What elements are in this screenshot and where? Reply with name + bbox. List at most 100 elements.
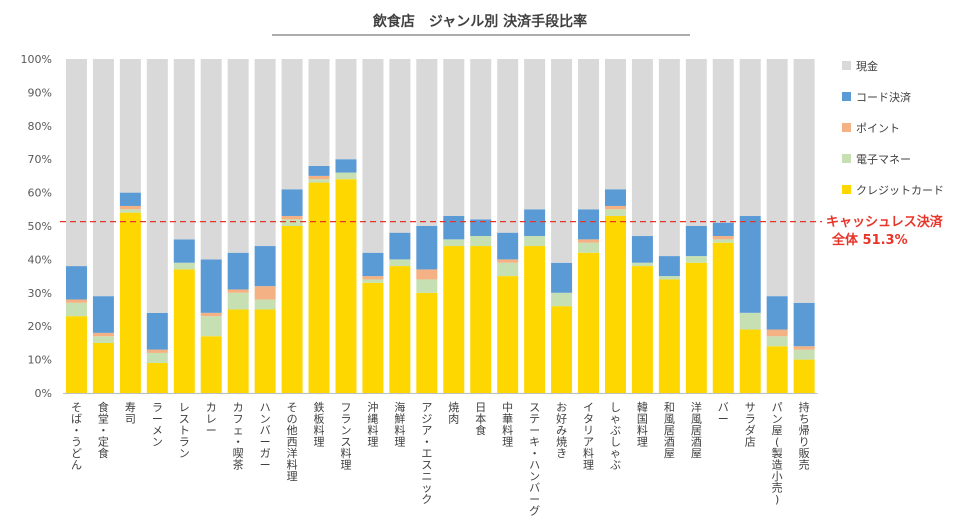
bar-segment: [362, 282, 384, 393]
bar-segment: [766, 346, 788, 393]
bar-segment: [578, 252, 600, 393]
x-tick-label: ステーキ・ハンバーグ: [529, 401, 540, 517]
bar-segment: [227, 252, 249, 290]
bar-segment: [578, 242, 600, 253]
bar-segment: [551, 59, 573, 263]
bar-segment: [65, 59, 87, 267]
x-tick-label: イタリア料理: [583, 401, 594, 472]
bar-segment: [658, 279, 680, 393]
bar-segment: [308, 179, 330, 183]
bar-segment: [578, 239, 600, 243]
x-tick-label: カレー: [206, 401, 217, 437]
x-tick-label: 持ち帰り販売: [799, 400, 810, 472]
bar-segment: [146, 349, 168, 353]
bar-segment: [766, 296, 788, 330]
x-tick-label: ラーメン: [152, 401, 163, 449]
bar-segment: [443, 59, 465, 216]
bar-segment: [362, 276, 384, 280]
bar-segment: [416, 279, 438, 293]
x-tick-label: バー: [718, 401, 729, 426]
bar-segment: [254, 286, 276, 300]
bar-segment: [173, 269, 195, 393]
bar-segment: [173, 262, 195, 270]
x-tick-label: 焼肉: [448, 401, 459, 426]
bar-segment: [470, 236, 492, 247]
bar-segment: [119, 205, 141, 210]
bar-segment: [308, 182, 330, 393]
bar-segment: [227, 292, 249, 310]
x-tick-label: 和風居酒屋: [664, 401, 675, 460]
bar-segment: [524, 246, 546, 393]
bar-segment: [281, 189, 303, 216]
bar-segment: [92, 342, 114, 393]
bar-segment: [308, 165, 330, 176]
y-tick-label: 10%: [28, 354, 52, 367]
bar-segment: [416, 292, 438, 393]
bar-segment: [281, 219, 303, 226]
bar-segment: [200, 259, 222, 313]
x-tick-label: カフェ・喫茶: [233, 401, 244, 472]
bar-segment: [604, 215, 626, 393]
bar-segment: [146, 352, 168, 363]
bar-segment: [281, 59, 303, 190]
bars-group: [65, 59, 815, 393]
bar-segment: [200, 59, 222, 260]
bar-segment: [497, 262, 519, 277]
x-tick-label: 食堂・定食: [98, 400, 109, 460]
bar-segment: [685, 59, 707, 226]
bar-segment: [92, 332, 114, 337]
bar-segment: [739, 329, 761, 393]
x-tick-label: その他西洋料理: [287, 401, 298, 483]
bar-segment: [524, 59, 546, 210]
x-tick-label: アジア・エスニック: [421, 401, 432, 506]
bar-segment: [658, 256, 680, 277]
bar-segment: [470, 59, 492, 220]
legend-label: コード決済: [856, 90, 911, 104]
x-tick-label: 沖縄料理: [367, 401, 378, 449]
bar-segment: [551, 292, 573, 307]
bar-segment: [281, 226, 303, 393]
bar-segment: [254, 59, 276, 247]
bar-segment: [551, 306, 573, 393]
y-tick-label: 100%: [21, 53, 52, 66]
x-tick-label: レストラン: [179, 401, 190, 460]
x-tick-label: そば・うどん: [71, 401, 82, 472]
legend-label: ポイント: [856, 122, 900, 135]
bar-segment: [65, 266, 87, 300]
bar-segment: [712, 236, 734, 240]
legend-swatch: [842, 92, 851, 101]
legend-label: 電子マネー: [856, 153, 911, 166]
legend-label: 現金: [856, 59, 878, 73]
x-tick-label: 寿司: [125, 400, 136, 426]
bar-segment: [335, 179, 357, 393]
bar-segment: [416, 269, 438, 280]
bar-segment: [200, 312, 222, 317]
x-tick-label: 海鮮料理: [394, 400, 405, 449]
bar-segment: [766, 329, 788, 337]
bar-segment: [793, 359, 815, 393]
bar-segment: [254, 309, 276, 393]
bar-segment: [227, 289, 249, 293]
legend-label: クレジットカード: [856, 184, 944, 197]
bar-segment: [146, 59, 168, 313]
bar-segment: [254, 299, 276, 310]
bar-segment: [766, 59, 788, 297]
y-tick-label: 40%: [28, 253, 52, 266]
bar-segment: [281, 215, 303, 220]
bar-segment: [497, 232, 519, 260]
bar-segment: [524, 209, 546, 237]
bar-segment: [524, 236, 546, 247]
bar-segment: [308, 175, 330, 180]
bar-segment: [712, 239, 734, 243]
bar-segment: [254, 246, 276, 287]
bar-segment: [685, 226, 707, 257]
x-tick-label: 洋風居酒屋: [691, 400, 702, 460]
bar-segment: [200, 316, 222, 337]
legend-swatch: [842, 61, 851, 70]
bar-segment: [443, 239, 465, 247]
reference-label-line2: 全体 51.3%: [831, 232, 908, 248]
bar-segment: [416, 59, 438, 226]
x-tick-label: フランス料理: [340, 401, 351, 472]
bar-segment: [443, 215, 465, 240]
